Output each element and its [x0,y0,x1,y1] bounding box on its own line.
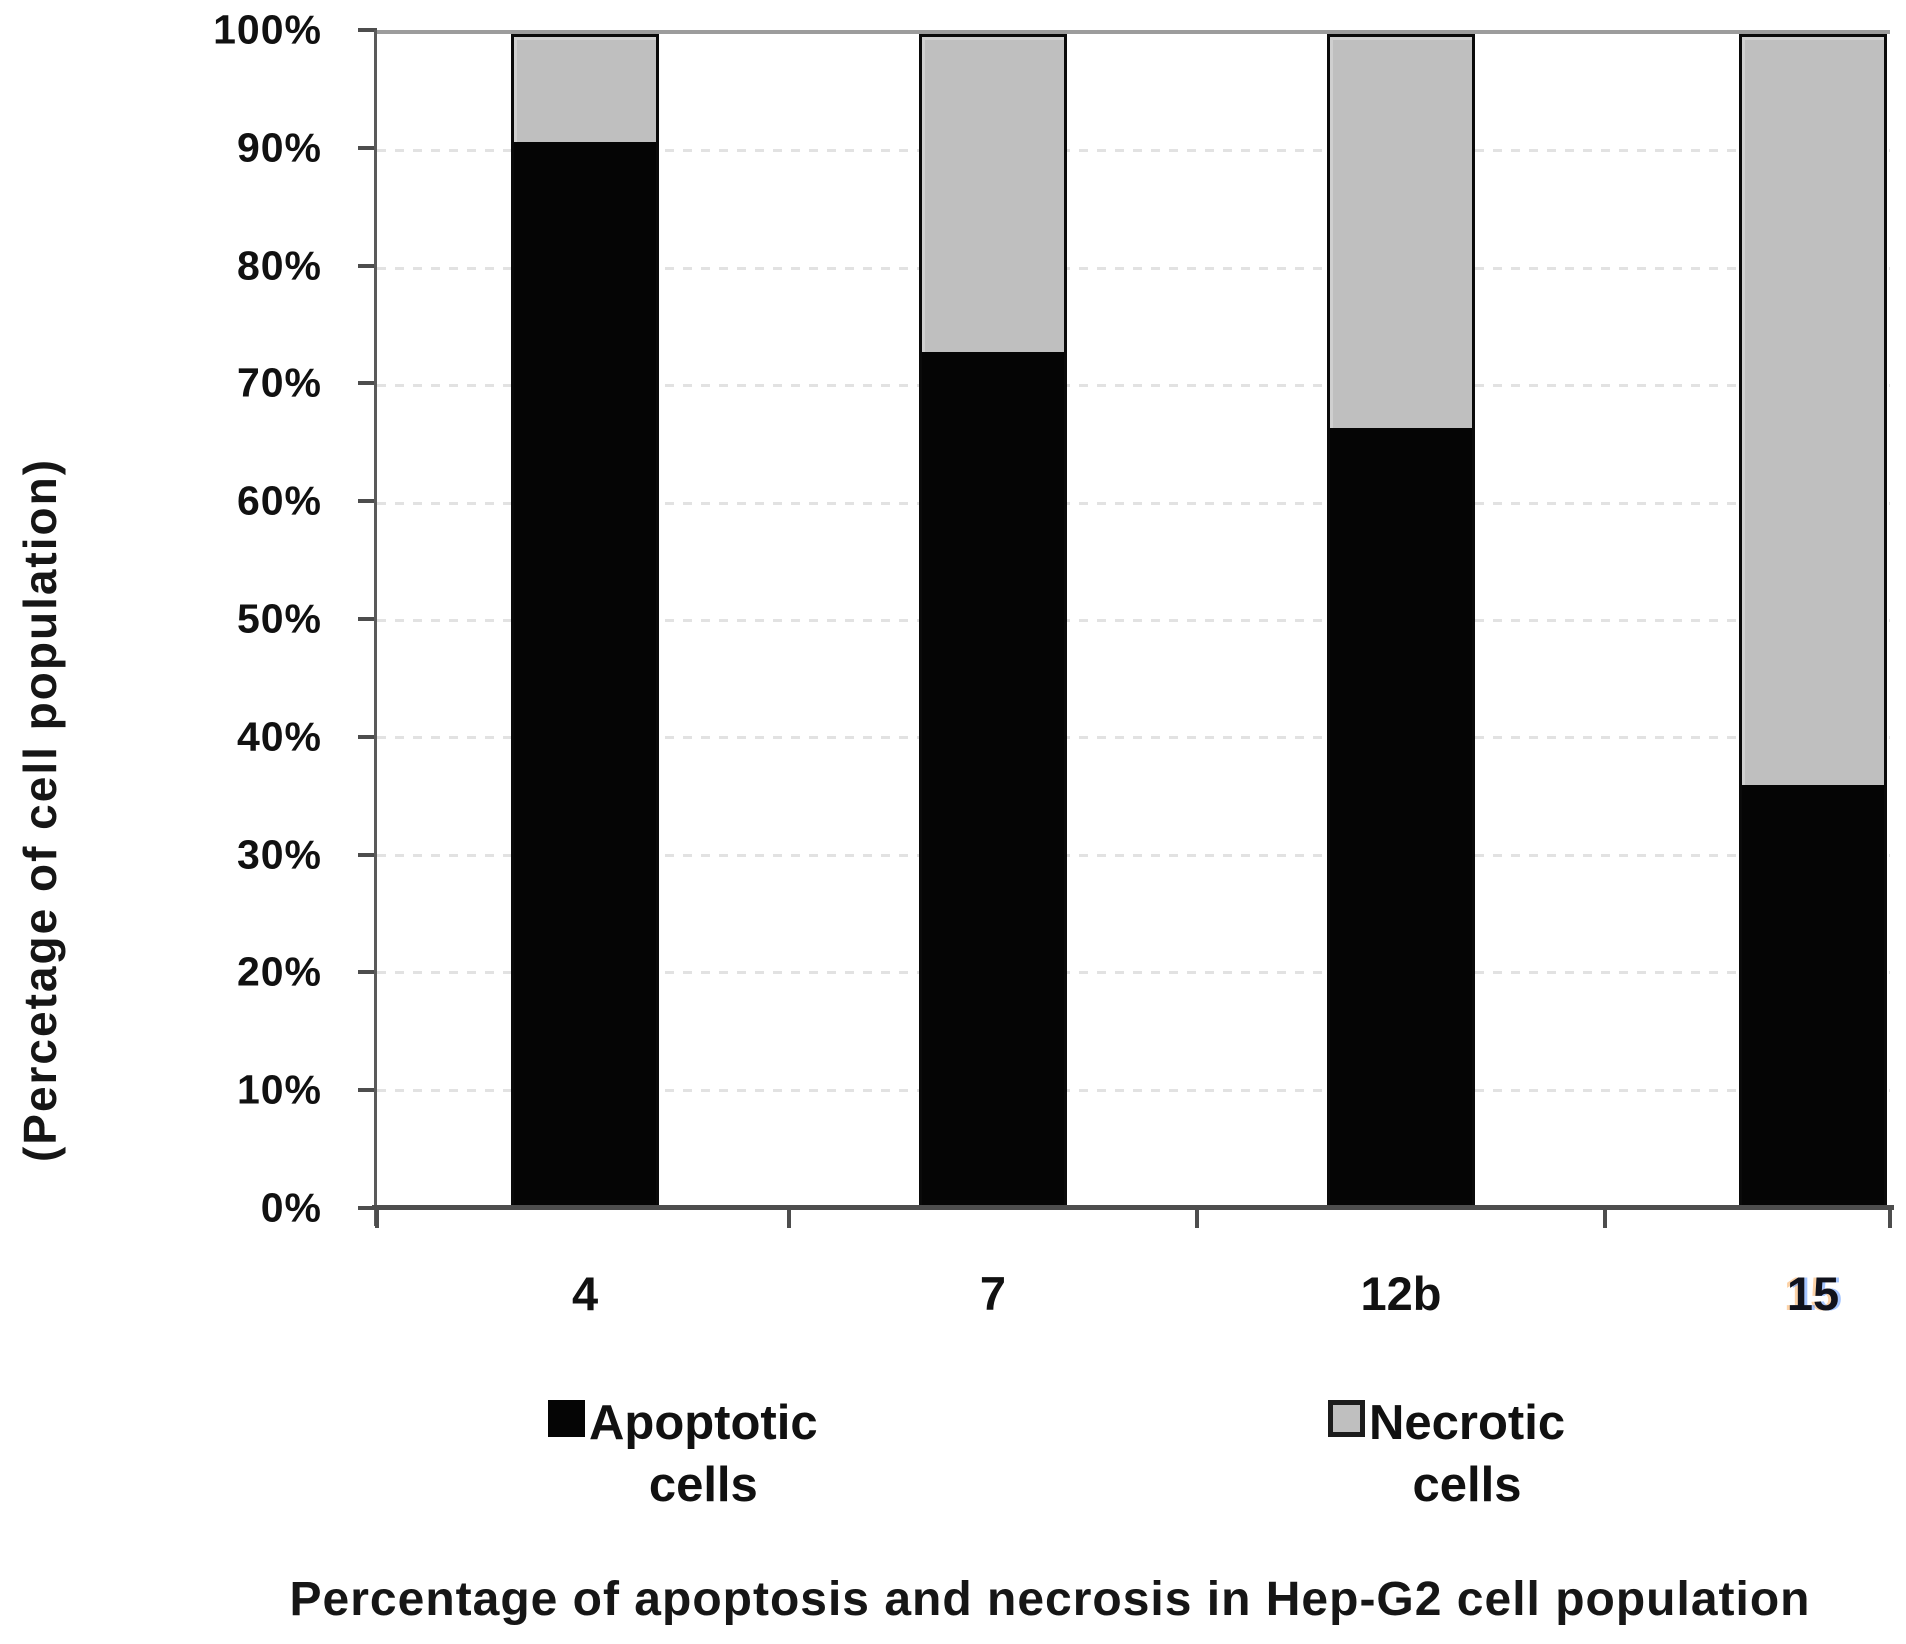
y-tick-mark-20 [358,970,377,975]
bar-12b-necrotic-segment [1330,37,1472,429]
x-axis-category-labels: 4 7 12b 15 [377,1266,1890,1326]
gridline-90 [377,149,1890,153]
x-tick-mark-27.23 [786,1210,791,1228]
y-tick-label-50: 50% [236,595,322,642]
gridline-30 [377,853,1890,857]
necrotic-legend-swatch-icon [1328,1400,1365,1437]
x-category-label-15: 15 [1786,1267,1840,1320]
y-tick-mark-70 [358,381,377,386]
y-tick-label-20: 20% [236,948,322,995]
plot-area [377,30,1890,1208]
gridline-10 [377,1088,1890,1092]
y-axis-tick-labels: 0% 10% 20% 30% 40% 50% 60% 70% 80% 90% 100% [0,7,352,1231]
y-axis-line [374,30,379,1226]
y-tick-mark-80 [358,263,377,268]
necrotic-legend-label: Necrotic cells [1369,1396,1566,1512]
gridline-60 [377,501,1890,505]
y-tick-label-90: 90% [236,124,322,171]
chart-title: Percentage of apoptosis and necrosis in … [289,1573,1811,1626]
y-tick-label-80: 80% [236,242,322,289]
x-tick-mark-100 [1888,1210,1892,1228]
legend-item-apoptotic: Apoptotic cells [548,1392,818,1516]
y-tick-label-70: 70% [236,359,322,406]
x-tick-mark-81.18 [1603,1210,1608,1228]
bar-12b [1327,34,1475,1208]
y-tick-mark-90 [358,145,377,150]
x-tick-mark-0 [375,1210,379,1228]
y-tick-label-100: 100% [213,6,322,53]
apoptotic-legend-label: Apoptotic cells [589,1396,818,1512]
bar-15-necrotic-segment [1742,37,1884,785]
y-axis-tick-marks [358,28,377,1210]
bar-15 [1739,34,1887,1208]
gridline-40 [377,736,1890,740]
x-axis-tick-marks [375,1210,1892,1228]
y-tick-mark-0 [358,1206,377,1210]
x-category-label-12b: 12b [1360,1267,1442,1320]
y-tick-label-60: 60% [236,477,322,524]
bar-4 [511,34,660,1208]
gridline-50 [377,619,1890,622]
apoptotic-legend-swatch-icon [548,1400,585,1437]
y-tick-mark-100 [358,28,377,32]
x-category-label-7: 7 [979,1267,1007,1320]
y-tick-mark-60 [358,499,377,504]
y-tick-mark-30 [358,852,377,857]
legend-item-necrotic: Necrotic cells [1328,1392,1565,1516]
x-category-label-4: 4 [571,1267,599,1320]
y-tick-label-40: 40% [236,713,322,760]
gridline-80 [377,266,1890,270]
x-tick-mark-54.21 [1195,1210,1200,1228]
bar-7-necrotic-segment [921,37,1064,353]
y-tick-mark-40 [358,734,377,739]
y-tick-mark-50 [358,617,377,621]
bar-4-necrotic-segment [514,37,657,143]
bar-7 [918,34,1067,1208]
y-tick-label-0: 0% [260,1184,322,1231]
gridline-70 [377,384,1890,388]
y-tick-label-10: 10% [236,1066,322,1113]
y-tick-label-30: 30% [236,831,322,878]
gridline-20 [377,971,1890,975]
y-tick-mark-10 [358,1088,377,1093]
x-axis-line [372,1205,1894,1210]
